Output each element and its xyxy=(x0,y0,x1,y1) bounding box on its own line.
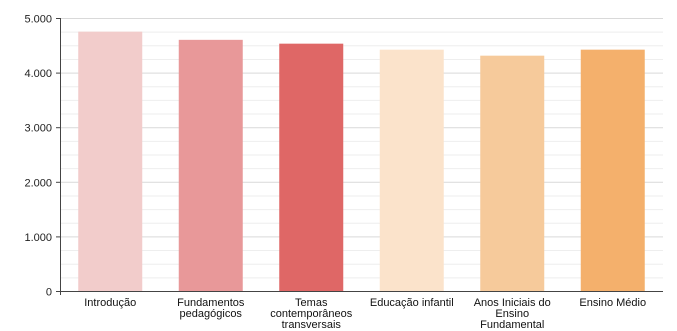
x-tick-label: Fundamentos pedagógicos xyxy=(177,297,245,320)
bar xyxy=(480,55,545,292)
bar xyxy=(580,49,645,291)
y-tick-label: 0 xyxy=(46,287,52,299)
x-axis: Introdução Fundamentos pedagógicos Temas con… xyxy=(56,291,663,331)
bars xyxy=(78,31,645,292)
y-tick-label: 5.000 xyxy=(24,14,52,26)
x-tick-label: Ensino Médio xyxy=(579,297,646,309)
y-tick-label: 4.000 xyxy=(24,68,52,80)
y-tick-label: 2.000 xyxy=(24,177,52,189)
bar xyxy=(178,39,243,292)
x-tick-label: Temas contemporâneos transversais xyxy=(270,297,352,331)
x-tick-label: Educação infantil xyxy=(370,297,454,309)
y-tick-label: 1.000 xyxy=(24,232,52,244)
gridlines xyxy=(60,18,663,292)
x-tick-label: Anos Iniciais do Ensino Fundamental xyxy=(474,297,551,331)
y-axis: 0 1.000 2.000 3.000 4.000 5.000 xyxy=(24,14,61,299)
bar xyxy=(78,31,143,292)
y-tick-label: 3.000 xyxy=(24,123,52,135)
x-tick-label: Introdução xyxy=(84,297,136,309)
bar xyxy=(379,49,444,291)
bar xyxy=(279,43,344,291)
